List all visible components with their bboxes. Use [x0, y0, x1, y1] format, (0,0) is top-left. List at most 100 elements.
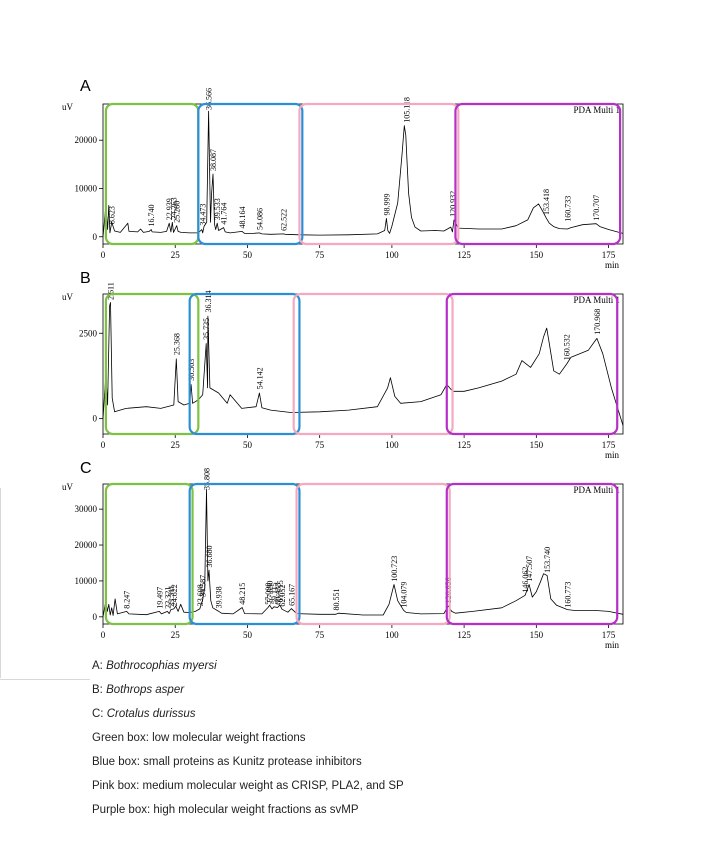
y-tick-label: 0 [93, 612, 98, 622]
peak-label: 38.087 [209, 149, 218, 171]
peak-label: 35.735 [202, 318, 211, 340]
x-tick-label: 100 [385, 250, 399, 260]
panel-letter-c: C [80, 460, 92, 477]
peak-label: 60.433 [273, 583, 282, 605]
chromatogram-b: 0 25 50 75 100 125 150 175 0 2500 uV min PDA Multi 1… [62, 282, 624, 460]
peak-label: 57.098 [264, 583, 273, 605]
legend-species-c: C: Crotalus durissus [92, 708, 196, 720]
peak-label: 8.623 [108, 206, 117, 224]
y-tick-label: 10000 [75, 183, 98, 193]
purple-fraction-box [445, 292, 619, 436]
left-border-line [0, 488, 1, 678]
peak-label: 100.723 [390, 556, 399, 582]
x-tick-label: 175 [602, 630, 616, 640]
x-tick-label: 125 [457, 440, 471, 450]
species-name-a: Bothrocophias myersi [106, 660, 217, 672]
pink-fraction-box [298, 102, 460, 246]
peak-label: 48.164 [238, 206, 247, 228]
peak-label: 36.680 [205, 545, 214, 567]
peak-label: 22.939 [165, 198, 174, 220]
peak-label: 160.773 [563, 582, 572, 608]
x-tick-label: 50 [243, 440, 253, 450]
peak-label: 65.167 [287, 584, 296, 606]
panel-letter-a: A [80, 78, 91, 95]
peak-label: 59.115 [270, 582, 279, 604]
peak-label: 147.507 [525, 556, 534, 582]
peak-label: 35.808 [202, 468, 211, 490]
blue-fraction-box [188, 292, 301, 436]
instrument-label: PDA Multi 1 [573, 485, 620, 495]
x-tick-label: 25 [171, 250, 181, 260]
peak-label: 104.079 [400, 582, 409, 608]
x-tick-label: 150 [530, 440, 544, 450]
peak-label: 19.497 [155, 587, 164, 609]
species-name-c: Crotalus durissus [106, 708, 196, 720]
peak-label: 170.968 [593, 309, 602, 335]
peak-label: 25.368 [172, 333, 181, 355]
chromatogram-c: 0 25 50 75 100 125 150 175 0 10000 20000 30000 uV min… [62, 468, 624, 650]
peak-label: 160.532 [563, 334, 572, 360]
y-axis-label: uV [62, 292, 74, 302]
peak-label: 23.511 [167, 585, 176, 607]
peak-label: 25.280 [173, 201, 182, 223]
peak-label: 30.503 [187, 359, 196, 381]
figure-legend: A: Bothrocophias myersi B: Bothrops aspe… [92, 654, 652, 822]
peak-label: 24.622 [170, 584, 179, 606]
peak-label: 24.263 [169, 197, 178, 219]
y-tick-label: 30000 [75, 504, 98, 514]
chromatogram-trace [102, 110, 624, 237]
peak-label: 80.551 [332, 589, 341, 611]
x-tick-label: 150 [530, 250, 544, 260]
x-axis-label: min [605, 640, 620, 650]
peak-label: 105.118 [403, 97, 412, 123]
peak-label: 170.707 [592, 195, 601, 221]
y-axis-label: uV [62, 102, 74, 112]
x-tick-label: 0 [101, 630, 106, 640]
x-tick-label: 125 [457, 630, 471, 640]
x-tick-label: 100 [385, 440, 399, 450]
y-tick-label: 0 [93, 414, 98, 424]
x-tick-label: 75 [315, 440, 325, 450]
peak-label: 153.418 [542, 189, 551, 215]
peak-label: 62.052 [278, 585, 287, 607]
x-tick-label: 75 [315, 630, 325, 640]
species-name-b: Bothrops asper [106, 684, 185, 696]
peak-label: 61.715 [276, 580, 285, 602]
panel-letter-b: B [80, 270, 91, 287]
peak-label: 36.314 [204, 290, 213, 312]
peak-label: 2.611 [107, 282, 116, 300]
peak-label: 22.321 [163, 587, 172, 609]
x-tick-label: 100 [385, 630, 399, 640]
y-tick-label: 0 [93, 232, 98, 242]
legend-species-b: B: Bothrops asper [92, 684, 185, 696]
y-tick-label: 2500 [79, 328, 98, 338]
plot-frame [102, 293, 624, 435]
peak-label: 8.247 [123, 591, 132, 609]
peak-label: 160.733 [563, 196, 572, 222]
purple-fraction-box [454, 102, 622, 246]
chromatogram-a: 0 25 50 75 100 125 150 175 0 10000 20000 uV min PDA M… [62, 88, 624, 270]
peak-label: 48.215 [238, 583, 247, 605]
x-tick-label: 0 [101, 250, 106, 260]
x-tick-label: 50 [243, 250, 253, 260]
pink-fraction-box [295, 482, 451, 626]
peak-label: 62.522 [280, 209, 289, 231]
legend-blue-box: Blue box: small proteins as Kunitz prote… [92, 756, 362, 768]
x-tick-label: 50 [243, 630, 253, 640]
pink-fraction-box [292, 292, 454, 436]
peak-label: 41.764 [220, 203, 229, 225]
peak-label: 146.062 [521, 567, 530, 593]
peak-label: 153.740 [543, 547, 552, 573]
x-tick-label: 150 [530, 630, 544, 640]
legend-purple-box: Purple box: high molecular weight fracti… [92, 804, 359, 816]
x-axis-label: min [605, 260, 620, 270]
purple-fraction-box [445, 482, 619, 626]
x-tick-label: 175 [602, 250, 616, 260]
legend-green-box: Green box: low molecular weight fraction… [92, 732, 306, 744]
instrument-label: PDA Multi 1 [573, 295, 620, 305]
peak-label: 36.566 [205, 88, 214, 110]
x-tick-label: 25 [171, 440, 181, 450]
instrument-label: PDA Multi 1 [573, 105, 620, 115]
peak-label: 54.086 [255, 208, 264, 230]
peak-label: 34.473 [199, 204, 208, 226]
